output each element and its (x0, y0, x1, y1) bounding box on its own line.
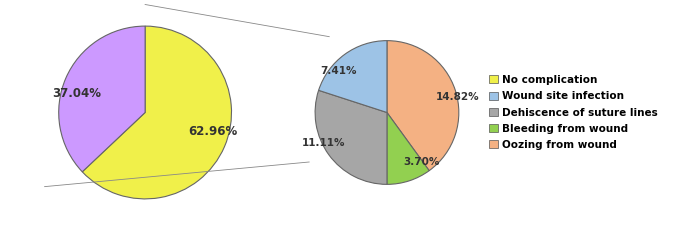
Text: 7.41%: 7.41% (320, 66, 357, 76)
Wedge shape (315, 90, 387, 184)
Wedge shape (387, 112, 429, 184)
Wedge shape (319, 41, 387, 112)
Text: 14.82%: 14.82% (436, 92, 480, 101)
Text: 11.11%: 11.11% (301, 138, 345, 148)
Text: 37.04%: 37.04% (53, 87, 102, 100)
Wedge shape (59, 26, 145, 172)
Text: 3.70%: 3.70% (403, 157, 439, 167)
Text: 62.96%: 62.96% (189, 125, 238, 138)
Wedge shape (387, 41, 459, 171)
Legend: No complication, Wound site infection, Dehiscence of suture lines, Bleeding from: No complication, Wound site infection, D… (489, 75, 659, 150)
Wedge shape (82, 26, 231, 199)
